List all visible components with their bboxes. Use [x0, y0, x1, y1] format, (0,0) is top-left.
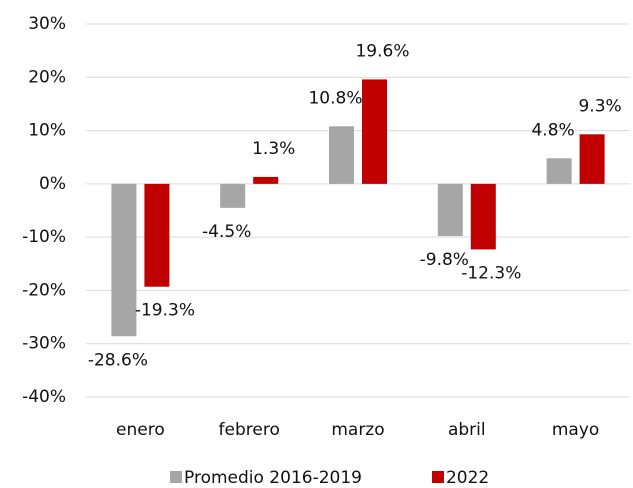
data-label: -28.6%	[88, 350, 148, 370]
data-label: -4.5%	[202, 222, 251, 242]
y-tick-label: -30%	[22, 334, 66, 354]
bar	[220, 183, 246, 208]
legend-swatch	[431, 471, 444, 483]
y-tick-label: 20%	[28, 67, 66, 87]
data-label: -9.8%	[420, 250, 469, 270]
y-tick-label: 10%	[28, 121, 66, 141]
data-label: 10.8%	[308, 88, 362, 108]
bar	[579, 134, 605, 184]
legend-swatch	[170, 471, 182, 483]
data-label: 4.8%	[531, 120, 574, 140]
bar	[546, 158, 572, 184]
x-tick-label: febrero	[219, 420, 280, 440]
bar	[329, 126, 354, 184]
legend-label: Promedio 2016-2019	[184, 468, 362, 488]
x-tick-label: mayo	[552, 420, 599, 440]
data-label: -19.3%	[135, 301, 195, 321]
bar	[437, 183, 463, 237]
bar	[470, 183, 496, 250]
x-tick-label: marzo	[331, 420, 384, 440]
data-label: 19.6%	[355, 41, 409, 61]
data-label: 1.3%	[252, 139, 295, 159]
y-tick-label: 0%	[39, 174, 66, 194]
data-label: -12.3%	[461, 263, 521, 283]
data-label: 9.3%	[578, 96, 621, 116]
bar	[144, 183, 170, 287]
bar	[111, 183, 137, 337]
y-tick-label: -10%	[22, 227, 66, 247]
x-tick-label: abril	[448, 420, 486, 440]
bar	[253, 176, 279, 184]
bar	[362, 79, 387, 184]
y-tick-label: -20%	[22, 280, 66, 300]
x-tick-label: enero	[116, 420, 165, 440]
legend-label: 2022	[446, 468, 489, 488]
y-tick-label: -40%	[22, 387, 66, 407]
y-tick-label: 30%	[28, 14, 66, 34]
